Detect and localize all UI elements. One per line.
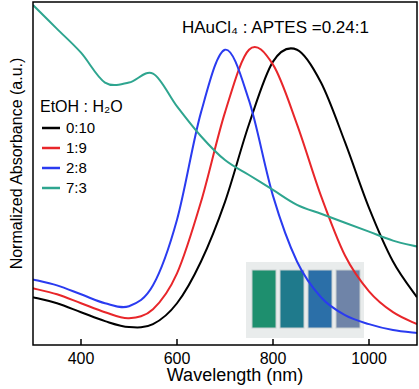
x-tick-label: 400 (68, 350, 95, 367)
legend-label: 0:10 (66, 119, 95, 136)
chart: 4006008001000Wavelength (nm)Normalized A… (0, 0, 419, 389)
x-axis-label: Wavelength (nm) (167, 365, 303, 385)
inset-photo (246, 262, 364, 338)
title: HAuCl₄ : APTES =0.24:1 (182, 18, 369, 37)
spectrum-line (33, 48, 417, 327)
legend-swatch (42, 127, 60, 130)
chart-root: 4006008001000Wavelength (nm)Normalized A… (0, 0, 419, 389)
x-tick-label: 1000 (351, 350, 387, 367)
plot-area (33, 5, 417, 333)
y-axis-label: Normalized Absorbance (a.u.) (8, 58, 25, 270)
legend-title: EtOH : H₂O (40, 98, 123, 115)
spectrum-line (33, 50, 417, 333)
legend-label: 1:9 (66, 139, 87, 156)
plot-frame (33, 2, 417, 345)
legend-swatch (42, 147, 60, 150)
x-tick (272, 339, 274, 345)
legend-swatch (42, 167, 60, 170)
x-tick (80, 339, 82, 345)
legend-label: 7:3 (66, 179, 87, 196)
legend-label: 2:8 (66, 159, 87, 176)
legend: EtOH : H₂O 0:10 1:9 2:8 7:3 (40, 98, 123, 196)
spectrum-line (33, 47, 417, 324)
x-tick (368, 339, 370, 345)
x-tick (176, 339, 178, 345)
legend-swatch (42, 187, 60, 190)
spectrum-line (33, 5, 417, 247)
